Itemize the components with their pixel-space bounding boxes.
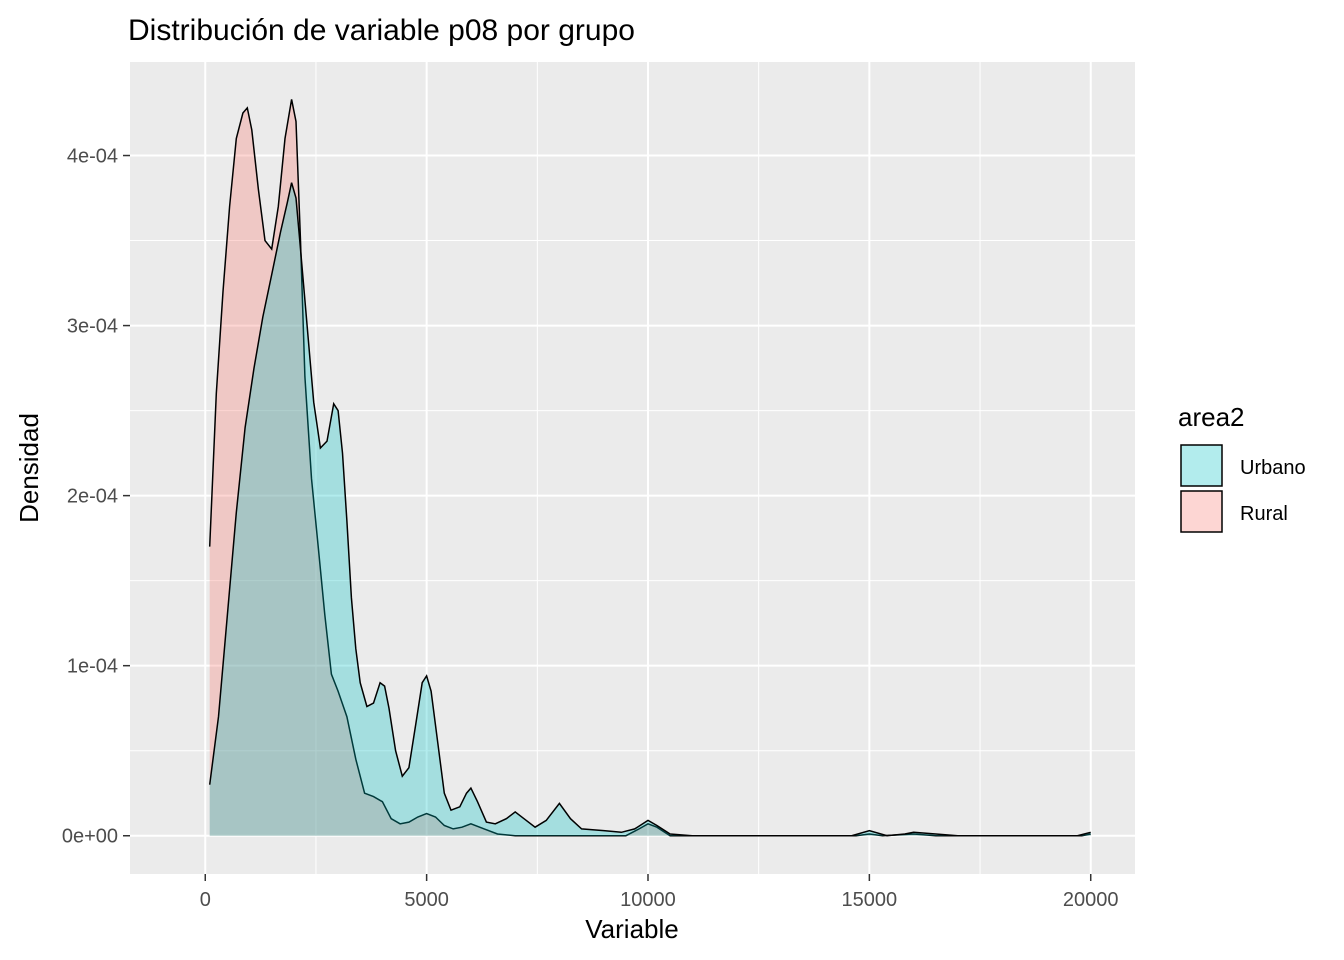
y-axis: 0e+00 1e-04 2e-04 3e-04 4e-04 xyxy=(62,146,130,848)
x-tick-label: 10000 xyxy=(620,889,676,911)
grid-minor xyxy=(130,62,1135,874)
y-tick-label: 0e+00 xyxy=(62,826,118,848)
legend-label-urbano: Urbano xyxy=(1240,457,1306,479)
density-line-rural xyxy=(208,99,1091,837)
x-axis: 0 5000 10000 15000 20000 xyxy=(200,874,1119,911)
legend-key-rural xyxy=(1180,490,1223,533)
x-tick-label: 15000 xyxy=(842,889,898,911)
x-tick-label: 0 xyxy=(200,889,211,911)
legend-key-urbano xyxy=(1180,444,1223,487)
density-area-urbano xyxy=(209,182,1091,836)
plot-panel xyxy=(130,62,1135,874)
y-tick-label: 4e-04 xyxy=(67,146,118,168)
x-axis-title: Variable xyxy=(585,914,678,944)
legend-label-rural: Rural xyxy=(1240,503,1288,525)
y-tick-label: 3e-04 xyxy=(67,316,118,338)
y-tick-label: 1e-04 xyxy=(67,656,118,678)
x-tick-label: 5000 xyxy=(404,889,449,911)
legend-key-bg xyxy=(1180,490,1223,533)
legend-title: area2 xyxy=(1178,402,1245,432)
chart-title: Distribución de variable p08 por grupo xyxy=(128,14,635,47)
legend-key-bg xyxy=(1180,444,1223,487)
y-axis-title: Densidad xyxy=(14,413,44,523)
density-line-urbano xyxy=(208,182,1091,837)
y-tick-label: 2e-04 xyxy=(67,486,118,508)
x-tick-label: 20000 xyxy=(1063,889,1119,911)
series-layer xyxy=(208,99,1091,837)
legend: area2 Urbano Rural xyxy=(1178,402,1306,533)
